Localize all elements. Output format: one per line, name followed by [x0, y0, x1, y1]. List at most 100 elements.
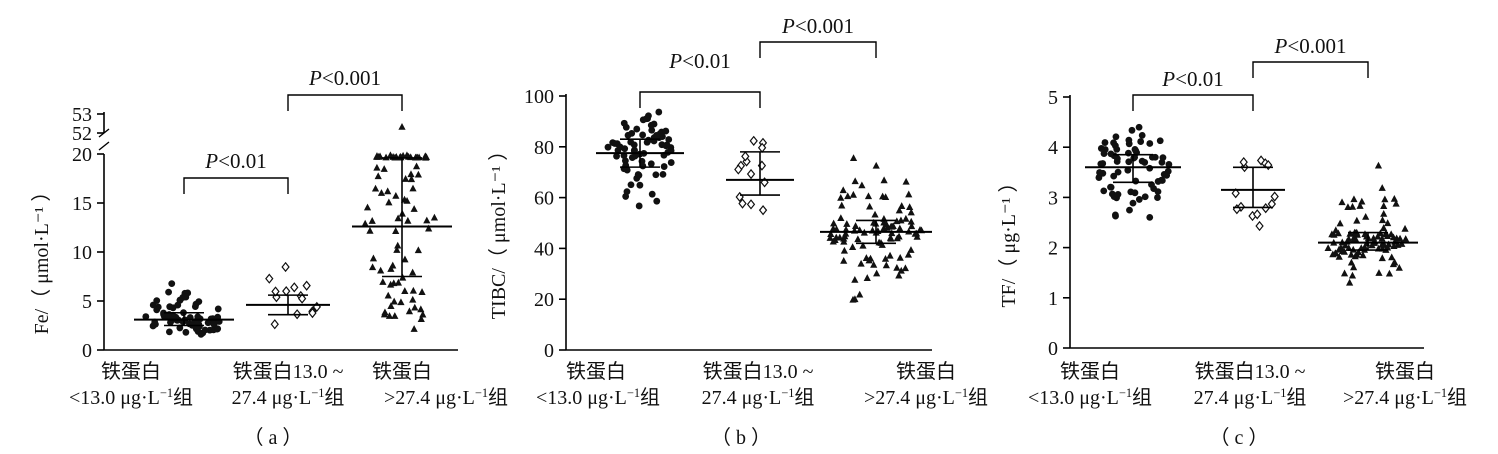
data-point: [373, 163, 381, 171]
data-point: [1348, 202, 1357, 210]
data-point: [1380, 224, 1388, 231]
data-point: [393, 246, 401, 253]
data-point: [374, 172, 382, 180]
x-tick-label: 27.4 μg·L−1组: [232, 386, 345, 409]
data-point: [214, 305, 222, 313]
data-point: [858, 181, 866, 189]
data-point: [836, 233, 844, 241]
data-point: [1255, 220, 1264, 232]
series-triangle: [820, 154, 932, 303]
data-point: [882, 261, 890, 269]
data-point: [653, 131, 660, 139]
data-point: [908, 222, 916, 230]
data-point: [897, 266, 905, 274]
data-point: [401, 287, 409, 294]
data-point: [659, 170, 667, 178]
data-point: [417, 315, 425, 322]
data-point: [631, 146, 638, 154]
data-point: [838, 201, 846, 209]
axis-break-mark: [98, 128, 110, 151]
data-point: [407, 175, 416, 183]
data-point: [1378, 184, 1386, 191]
data-point: [1095, 174, 1103, 181]
data-point: [622, 123, 630, 131]
data-point: [1107, 183, 1114, 191]
y-tick-label: 60: [534, 188, 554, 210]
data-point: [826, 234, 834, 241]
data-point: [182, 328, 190, 336]
data-point: [660, 163, 668, 170]
y-tick-label: 80: [534, 137, 554, 159]
data-point: [1378, 216, 1387, 224]
data-point: [401, 175, 410, 182]
data-point: [840, 246, 849, 254]
data-point: [403, 151, 411, 159]
data-point: [871, 210, 879, 218]
data-point: [361, 219, 369, 227]
data-point: [1124, 166, 1132, 174]
data-point: [878, 241, 886, 248]
data-point: [829, 237, 837, 245]
significance-label: P<0.001: [781, 14, 854, 38]
data-point: [142, 313, 150, 320]
x-tick-label: 27.4 μg·L−1组: [702, 386, 815, 409]
data-point: [1096, 169, 1103, 176]
data-point: [1154, 194, 1161, 201]
data-point: [1354, 248, 1363, 256]
data-point: [898, 202, 906, 209]
x-tick-label: >27.4 μg·L−1组: [384, 386, 508, 409]
data-point: [392, 227, 400, 234]
y-tick-label: 0: [1048, 338, 1058, 360]
data-point: [197, 330, 205, 338]
data-point: [830, 219, 838, 227]
data-point: [1390, 194, 1398, 202]
data-point: [851, 222, 860, 229]
data-point: [1369, 234, 1378, 242]
data-point: [423, 216, 431, 224]
data-point: [1347, 250, 1355, 258]
data-point: [746, 199, 756, 210]
series-triangle: [352, 151, 452, 332]
data-point: [665, 136, 673, 143]
data-point: [1401, 224, 1409, 232]
data-point: [873, 269, 881, 277]
data-point: [1146, 140, 1154, 147]
chart-panel-2: 0 20 40 60 80 100 TIBC/（ μmol·L⁻¹ ） 铁蛋白 <13.0 μg…: [487, 14, 988, 449]
data-point: [425, 224, 433, 232]
data-point: [386, 151, 395, 159]
data-point: [1384, 219, 1392, 227]
data-point: [1347, 258, 1356, 266]
data-point: [864, 192, 873, 200]
data-point: [636, 181, 644, 189]
data-point: [265, 273, 274, 284]
data-point: [1138, 157, 1146, 165]
significance-bracket: [1132, 94, 1254, 111]
x-tick-label: 铁蛋白: [372, 360, 432, 383]
data-point: [895, 232, 903, 240]
data-point: [655, 108, 663, 116]
data-point: [734, 164, 743, 175]
data-point: [1388, 253, 1396, 261]
data-point: [1125, 158, 1133, 166]
data-point: [902, 177, 910, 185]
series-diamond: [246, 261, 330, 330]
data-point: [1395, 264, 1403, 271]
data-point: [379, 278, 387, 285]
data-point: [1328, 230, 1336, 238]
data-point: [1110, 172, 1118, 180]
data-point: [1141, 193, 1149, 201]
data-point: [1107, 150, 1115, 158]
data-point: [613, 152, 620, 160]
data-point: [160, 309, 167, 317]
data-point: [896, 224, 904, 232]
data-point: [1114, 168, 1122, 176]
data-point: [639, 131, 647, 139]
data-point: [409, 286, 417, 294]
data-point: [611, 140, 619, 147]
y-tick-label: 100: [524, 86, 554, 108]
data-point: [1135, 196, 1143, 203]
y-tick-label: 15: [72, 193, 92, 215]
data-point: [1125, 149, 1132, 157]
